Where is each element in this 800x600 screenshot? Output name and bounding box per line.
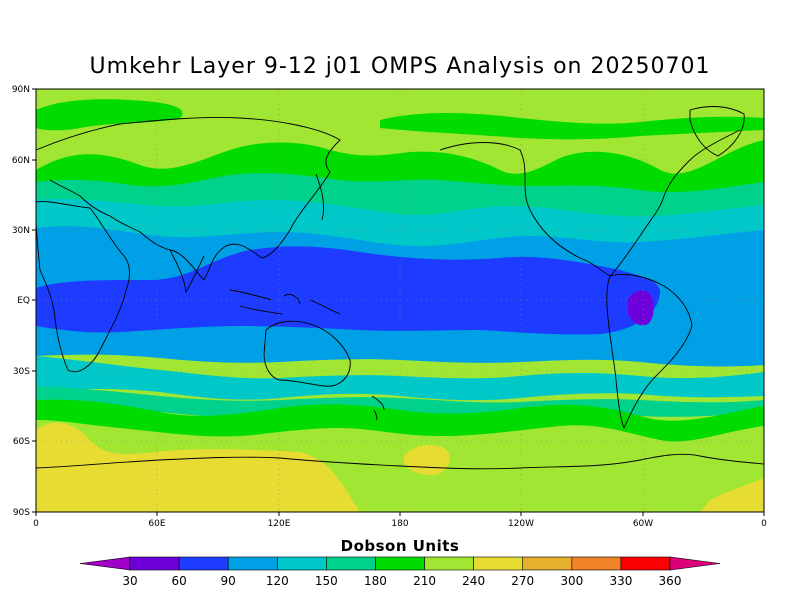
- colorbar-box: [129, 556, 180, 571]
- colorbar-level-label: 240: [462, 574, 485, 588]
- colorbar-arrow-low: [79, 556, 131, 571]
- coast-japan: [315, 173, 325, 221]
- colorbar-arrow-high: [669, 556, 721, 571]
- coast-australia: [263, 320, 351, 387]
- field-270-antarctic-east: [700, 478, 764, 512]
- lat-label: EQ: [17, 296, 30, 306]
- field-90-equatorial: [36, 246, 660, 335]
- colorbar-box: [178, 556, 229, 571]
- colorbar-level-label: 210: [413, 574, 436, 588]
- colorbar-box: [620, 556, 671, 571]
- lon-label: 0: [761, 519, 767, 529]
- lon-label: 120E: [268, 519, 291, 529]
- coast-newzealand: [371, 395, 385, 421]
- coast-southamerica: [606, 274, 693, 430]
- colorbar-level-label: 30: [122, 574, 137, 588]
- colorbar: 30 60 90 120 150 180 210 240 270 300 330 360: [79, 556, 721, 588]
- colorbar-level-label: 360: [659, 574, 682, 588]
- colorbar-box: [227, 556, 278, 571]
- colorbar-level-label: 270: [511, 574, 534, 588]
- lon-label: 120W: [508, 519, 534, 529]
- coast-africa: [36, 201, 130, 373]
- coast-india: [169, 249, 205, 294]
- field-210-arctic-east: [380, 113, 764, 140]
- colorbar-box: [473, 556, 524, 571]
- field-210-arctic: [36, 99, 183, 131]
- lon-label: 180: [391, 519, 408, 529]
- colorbar-level-label: 60: [171, 574, 186, 588]
- map-title: Umkehr Layer 9-12 j01 OMPS Analysis on 2…: [89, 54, 711, 79]
- lat-axis: 90N 60N 30N EQ 30S 60S 90S: [12, 85, 30, 518]
- contour-field: [36, 89, 764, 512]
- coast-greenland: [689, 106, 745, 157]
- field-60-amazon: [628, 290, 654, 326]
- colorbar-box: [571, 556, 622, 571]
- colorbar-box: [424, 556, 474, 571]
- lon-label: 60E: [148, 519, 165, 529]
- coast-antarctica: [36, 453, 764, 470]
- colorbar-level-label: 330: [609, 574, 632, 588]
- colorbar-level-label: 180: [364, 574, 387, 588]
- colorbar-box: [375, 556, 425, 571]
- lat-label: 60S: [13, 437, 30, 447]
- lat-label: 60N: [12, 156, 30, 166]
- lat-label: 30S: [13, 367, 30, 377]
- field-150-south: [36, 356, 764, 401]
- gridlines: [36, 89, 764, 512]
- coastlines: [36, 106, 764, 470]
- colorbar-level-label: 90: [221, 574, 236, 588]
- coast-indonesia: [229, 289, 341, 315]
- colorbar-box: [522, 556, 573, 571]
- colorbar-level-label: 150: [315, 574, 338, 588]
- colorbar-title: Dobson Units: [340, 537, 460, 555]
- colorbar-box: [276, 556, 327, 571]
- lon-axis: 0 60E 120E 180 120W 60W 0: [33, 519, 767, 529]
- colorbar-level-label: 300: [560, 574, 583, 588]
- field-210-south: [36, 399, 764, 442]
- colorbar-level-label: 120: [266, 574, 289, 588]
- lat-label: 90N: [12, 85, 30, 95]
- coast-northamerica: [439, 129, 741, 277]
- lon-label: 60W: [633, 519, 653, 529]
- coast-eurasia: [36, 117, 341, 281]
- lat-label: 30N: [12, 226, 30, 236]
- lat-label: 90S: [13, 508, 30, 518]
- lon-label: 0: [33, 519, 39, 529]
- axis-ticks: [32, 88, 765, 516]
- colorbar-box: [326, 556, 376, 571]
